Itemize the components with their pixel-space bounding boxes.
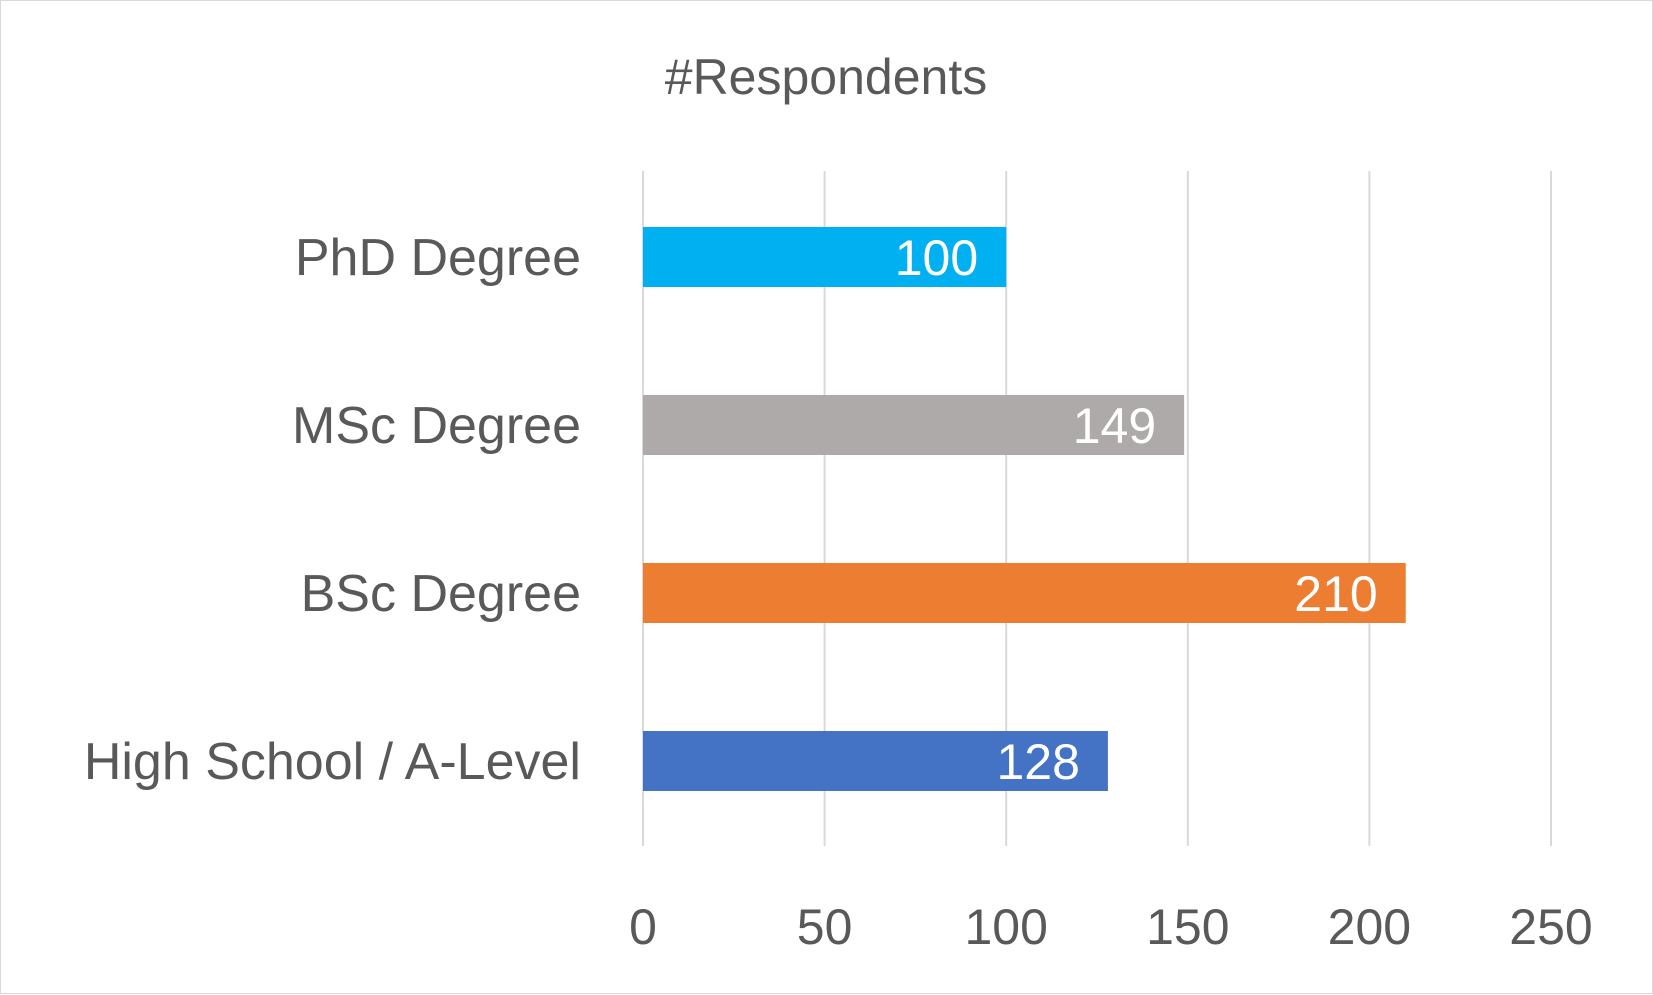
category-label: BSc Degree	[301, 565, 581, 623]
category-label: PhD Degree	[295, 229, 581, 287]
bar-bsc-degree	[643, 563, 1406, 623]
x-tick-label: 250	[1509, 899, 1592, 955]
chart-title: #Respondents	[665, 49, 987, 105]
bar-phd-degree	[643, 227, 1007, 287]
x-tick-label: 200	[1328, 899, 1411, 955]
bar-msc-degree	[643, 395, 1185, 455]
data-label: 100	[895, 230, 978, 286]
data-labels: 100 149 210 128	[895, 230, 1378, 790]
x-tick-label: 0	[629, 899, 657, 955]
category-label: MSc Degree	[292, 397, 581, 455]
category-label: High School / A-Level	[84, 733, 581, 791]
x-tick-label: 150	[1146, 899, 1229, 955]
category-labels: PhD Degree MSc Degree BSc Degree High Schoo…	[84, 229, 581, 791]
x-tick-label: 50	[797, 899, 853, 955]
data-label: 210	[1294, 566, 1377, 622]
data-label: 149	[1073, 398, 1156, 454]
x-axis-tick-labels: 0 50 100 150 200 250	[629, 899, 1593, 955]
bars	[643, 227, 1406, 791]
data-label: 128	[996, 734, 1079, 790]
x-tick-label: 100	[964, 899, 1047, 955]
bar-high-school-a-level	[643, 731, 1108, 791]
